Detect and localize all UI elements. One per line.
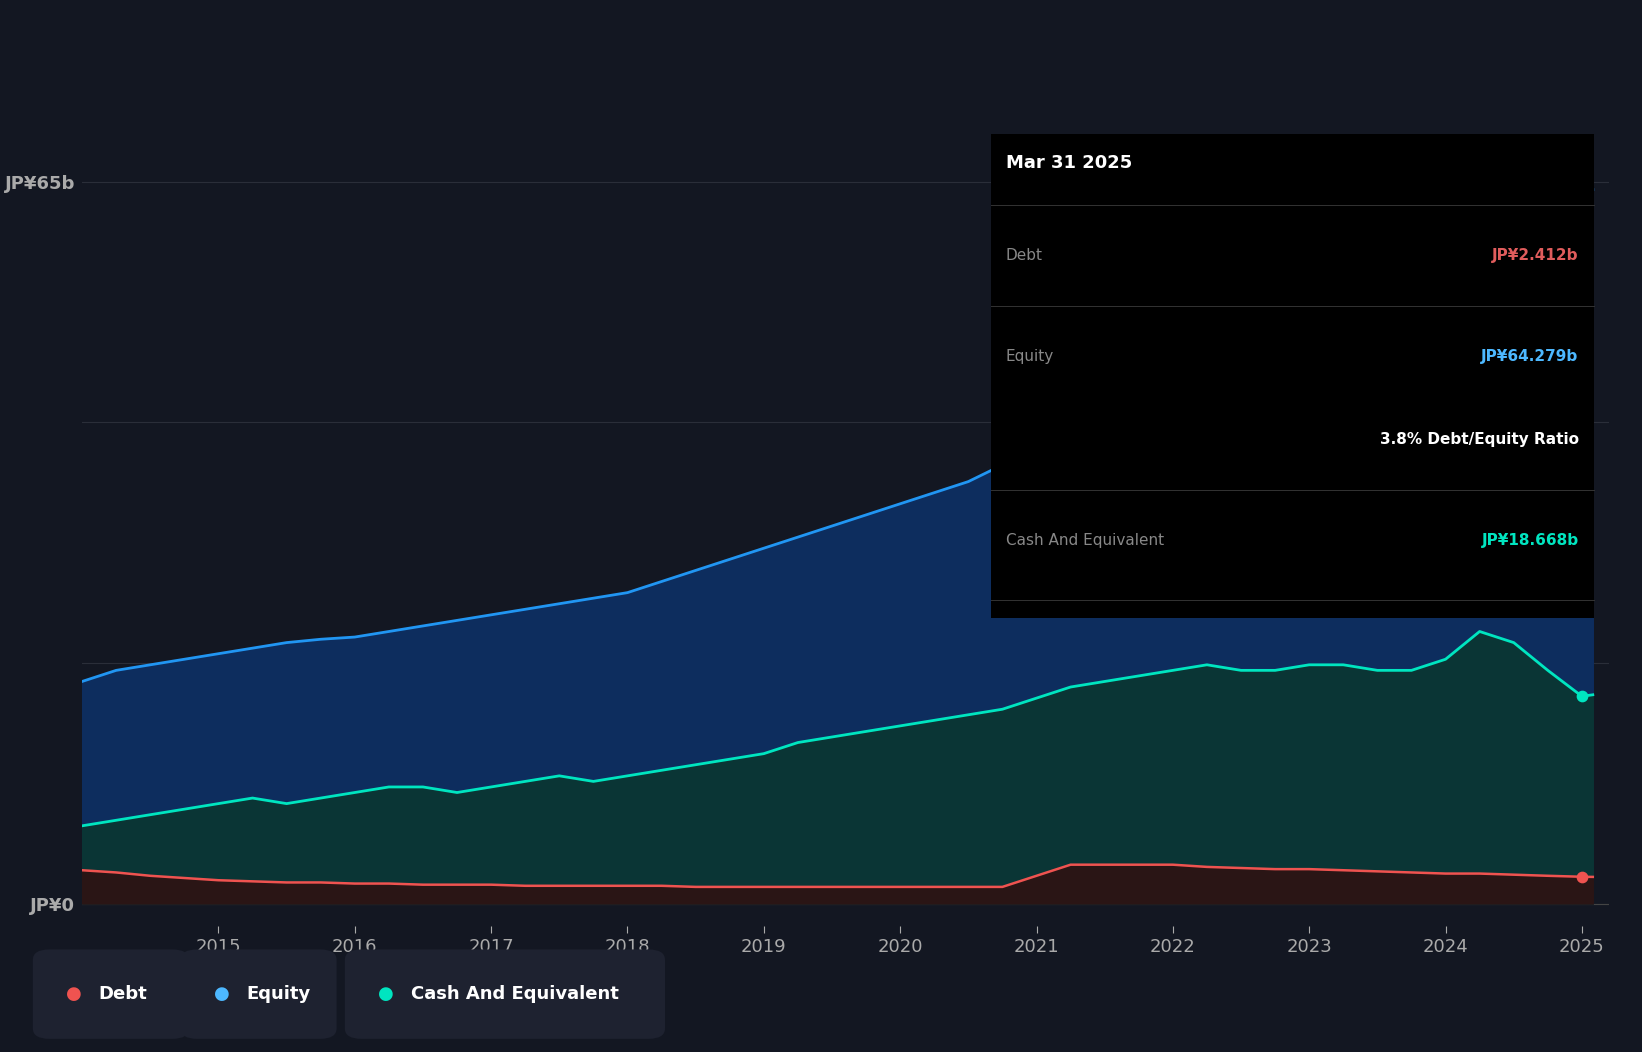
FancyBboxPatch shape bbox=[990, 135, 1594, 618]
Text: Debt: Debt bbox=[1007, 248, 1043, 263]
Text: JP¥18.668b: JP¥18.668b bbox=[1481, 533, 1578, 548]
Point bbox=[1568, 688, 1594, 705]
Text: Equity: Equity bbox=[246, 985, 310, 1004]
Text: Cash And Equivalent: Cash And Equivalent bbox=[1007, 533, 1164, 548]
Text: ●: ● bbox=[378, 985, 394, 1004]
Text: 3.8% Debt/Equity Ratio: 3.8% Debt/Equity Ratio bbox=[1379, 431, 1578, 447]
Text: Cash And Equivalent: Cash And Equivalent bbox=[410, 985, 619, 1004]
Text: Debt: Debt bbox=[99, 985, 148, 1004]
Text: Mar 31 2025: Mar 31 2025 bbox=[1007, 155, 1133, 173]
Text: ●: ● bbox=[66, 985, 82, 1004]
Text: JP¥2.412b: JP¥2.412b bbox=[1493, 248, 1578, 263]
Text: Equity: Equity bbox=[1007, 349, 1054, 364]
Text: ●: ● bbox=[213, 985, 230, 1004]
Point bbox=[1568, 181, 1594, 198]
Point bbox=[1568, 868, 1594, 885]
Text: JP¥64.279b: JP¥64.279b bbox=[1481, 349, 1578, 364]
